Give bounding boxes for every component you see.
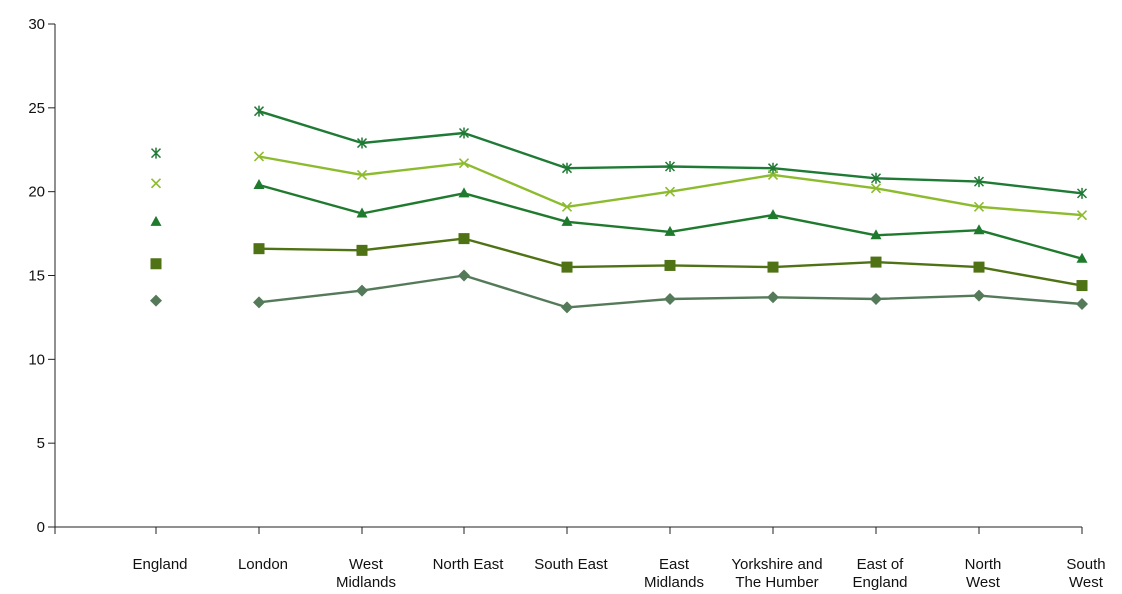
x-category-label-line: Midlands	[644, 574, 704, 591]
x-category-label-line: Yorkshire and	[731, 556, 822, 573]
x-category-label: East Midlands	[644, 556, 704, 591]
data-point-x	[973, 201, 985, 212]
x-category-label: Yorkshire and The Humber	[731, 556, 822, 591]
data-point-diamond	[973, 289, 985, 302]
data-point-diamond	[356, 284, 368, 297]
data-point-square	[664, 259, 676, 271]
x-category-label: England	[132, 556, 187, 573]
x-category-label-line: West	[1069, 574, 1104, 591]
data-point-diamond	[664, 292, 676, 305]
x-category-label-line: South	[1066, 556, 1105, 573]
data-point-diamond	[458, 269, 470, 282]
data-point-x	[767, 169, 779, 180]
data-point-diamond	[150, 294, 162, 307]
data-point-triangle	[870, 229, 882, 240]
data-point-diamond	[870, 292, 882, 305]
x-category-label-line: North	[965, 556, 1002, 573]
x-category-label-line: Midlands	[336, 574, 396, 591]
data-point-x	[253, 151, 265, 162]
x-category-label: London	[238, 556, 288, 573]
x-category-label: West Midlands	[336, 556, 396, 591]
data-point-asterisk	[664, 161, 676, 173]
x-category-label-line: East of	[857, 556, 905, 573]
data-point-triangle	[356, 207, 368, 218]
data-point-x	[356, 169, 368, 180]
y-tick-label: 20	[28, 184, 45, 201]
data-point-square	[973, 261, 985, 273]
data-point-asterisk	[1076, 187, 1088, 199]
data-point-diamond	[561, 301, 573, 314]
y-axis: 0 5 10 15 20 25 30	[28, 16, 56, 536]
x-category-label-line: The Humber	[735, 574, 818, 591]
x-category-label-line: England	[852, 574, 907, 591]
data-point-asterisk	[458, 127, 470, 139]
series-square	[150, 233, 1088, 292]
data-point-square	[870, 256, 882, 268]
data-point-triangle	[458, 187, 470, 198]
data-point-asterisk	[973, 176, 985, 188]
data-point-square	[150, 258, 162, 270]
x-category-label: North East	[433, 556, 505, 573]
data-point-x	[664, 186, 676, 197]
data-point-triangle	[973, 224, 985, 235]
data-point-triangle	[767, 209, 779, 220]
data-point-diamond	[767, 291, 779, 304]
data-point-square	[1076, 280, 1088, 292]
x-category-label-line: England	[132, 556, 187, 573]
data-point-x	[870, 183, 882, 194]
series-layer	[150, 105, 1088, 314]
y-tick-label: 5	[37, 435, 45, 452]
y-tick-label: 25	[28, 100, 45, 117]
data-point-triangle	[253, 178, 265, 189]
x-category-label-line: South East	[534, 556, 608, 573]
data-point-square	[561, 261, 573, 273]
data-point-x	[458, 158, 470, 169]
data-point-asterisk	[870, 172, 882, 184]
data-point-triangle	[664, 225, 676, 236]
data-point-square	[253, 243, 265, 255]
data-point-asterisk	[356, 137, 368, 149]
series-diamond	[150, 269, 1088, 314]
data-point-asterisk	[253, 105, 265, 117]
data-point-diamond	[253, 296, 265, 309]
data-point-triangle	[150, 215, 162, 226]
x-category-label-line: West	[966, 574, 1001, 591]
data-point-asterisk	[150, 147, 162, 159]
y-tick-label: 30	[28, 16, 45, 33]
series-x	[150, 151, 1088, 221]
data-point-triangle	[561, 215, 573, 226]
series-asterisk	[150, 105, 1088, 199]
x-category-label-line: West	[349, 556, 384, 573]
y-tick-label: 15	[28, 268, 45, 285]
data-point-x	[561, 201, 573, 212]
x-category-label: East of England	[852, 556, 907, 591]
x-category-label: South East	[534, 556, 608, 573]
x-category-label-line: East	[659, 556, 690, 573]
data-point-x	[150, 178, 162, 189]
series-triangle	[150, 178, 1088, 263]
x-category-label: South West	[1066, 556, 1105, 591]
data-point-square	[356, 244, 368, 256]
x-category-label-line: London	[238, 556, 288, 573]
data-point-square	[767, 261, 779, 273]
series-line-asterisk	[258, 110, 1083, 195]
data-point-square	[458, 233, 470, 245]
x-category-label-line: North East	[433, 556, 505, 573]
data-point-triangle	[1076, 252, 1088, 263]
data-point-asterisk	[561, 162, 573, 174]
y-tick-label: 10	[28, 351, 45, 368]
data-point-x	[1076, 210, 1088, 221]
data-point-diamond	[1076, 298, 1088, 311]
y-tick-label: 0	[37, 519, 45, 536]
x-category-label: North West	[965, 556, 1002, 591]
